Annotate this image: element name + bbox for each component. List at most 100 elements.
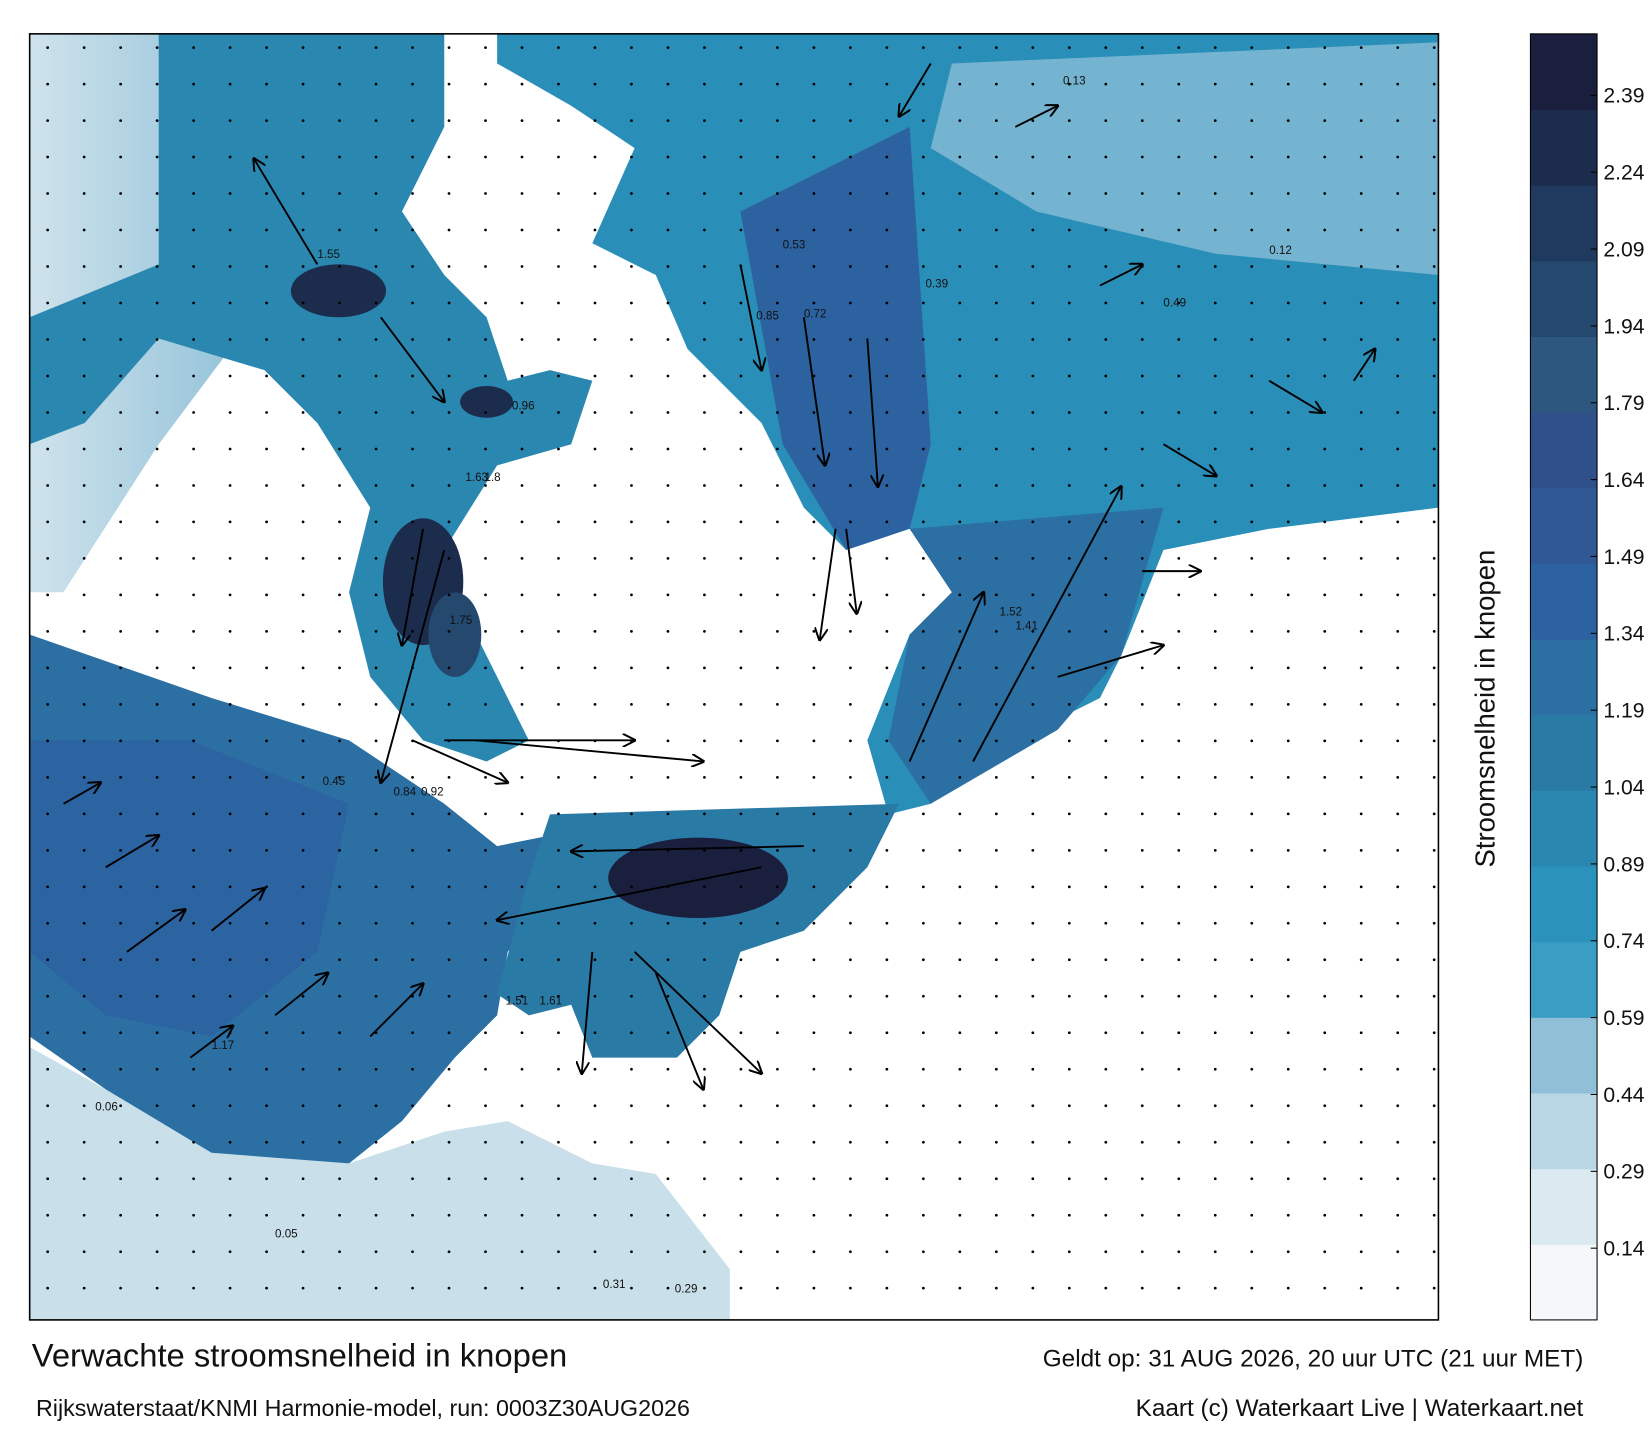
- grid-dot: [1067, 374, 1071, 378]
- grid-dot: [776, 775, 779, 779]
- grid-dot: [958, 812, 962, 816]
- grid-dot: [921, 921, 925, 925]
- grid-dot: [666, 119, 670, 122]
- grid-dot: [994, 1213, 998, 1217]
- grid-dot: [374, 630, 378, 633]
- grid-dot: [666, 1140, 670, 1144]
- colorbar-tick-label: 0.89: [1603, 853, 1644, 876]
- grid-dot: [1286, 119, 1290, 122]
- grid-dot: [1140, 1177, 1144, 1181]
- grid-dot: [1104, 1213, 1108, 1217]
- grid-dot: [630, 557, 633, 560]
- grid-dot: [812, 593, 816, 597]
- grid-dot: [82, 666, 86, 670]
- grid-dot: [1396, 630, 1400, 633]
- grid-dot: [958, 338, 962, 341]
- arrow: [254, 159, 319, 265]
- grid-dot: [1359, 775, 1363, 779]
- grid-dot: [557, 557, 560, 560]
- grid-dot: [1250, 1286, 1254, 1290]
- grid-dot: [1067, 958, 1071, 962]
- grid-dot: [411, 301, 414, 305]
- grid-dot: [338, 1250, 341, 1254]
- grid-dot: [1286, 447, 1290, 451]
- grid-dot: [1432, 484, 1436, 487]
- grid-dot: [82, 1104, 86, 1108]
- grid-dot: [994, 520, 998, 524]
- grid-dot: [484, 338, 487, 341]
- grid-dot: [630, 228, 633, 232]
- grid-dot: [1432, 1177, 1436, 1181]
- grid-dot: [484, 703, 487, 706]
- grid-dot: [484, 557, 487, 560]
- grid-dot: [776, 1031, 779, 1035]
- grid-dot: [1250, 1213, 1254, 1217]
- grid-dot: [593, 630, 597, 633]
- grid-dot: [1359, 666, 1363, 670]
- grid-dot: [1286, 484, 1290, 487]
- grid-dot: [265, 557, 268, 560]
- grid-dot: [484, 1177, 487, 1181]
- grid-dot: [82, 703, 86, 706]
- grid-dot: [666, 812, 670, 816]
- grid-dot: [301, 265, 305, 268]
- grid-dot: [192, 265, 195, 268]
- grid-dot: [1067, 557, 1071, 560]
- grid-dot: [1140, 447, 1144, 451]
- grid-dot: [192, 958, 195, 962]
- grid-dot: [1177, 338, 1181, 341]
- grid-dot: [921, 994, 925, 998]
- grid-dot: [1286, 885, 1290, 889]
- grid-dot: [1250, 958, 1254, 962]
- grid-dot: [1177, 1250, 1181, 1254]
- grid-dot: [812, 958, 816, 962]
- grid-dot: [228, 301, 232, 305]
- grid-dot: [1396, 1031, 1400, 1035]
- grid-dot: [849, 958, 852, 962]
- grid-dot: [593, 1286, 597, 1290]
- grid-dot: [1250, 119, 1254, 122]
- grid-dot: [630, 666, 633, 670]
- grid-dot: [265, 82, 268, 86]
- grid-dot: [484, 1104, 487, 1108]
- grid-dot: [338, 411, 341, 414]
- grid-dot: [1067, 411, 1071, 414]
- grid-dot: [484, 1213, 487, 1217]
- arrow: [739, 264, 761, 370]
- grid-dot: [1104, 958, 1108, 962]
- grid-dot: [776, 739, 779, 743]
- grid-dot: [374, 484, 378, 487]
- grid-dot: [1323, 885, 1327, 889]
- grid-dot: [1031, 703, 1035, 706]
- grid-dot: [994, 775, 998, 779]
- speed-label: 1.63: [465, 471, 488, 484]
- grid-dot: [411, 557, 414, 560]
- grid-dot: [593, 46, 597, 49]
- grid-dot: [265, 994, 268, 998]
- speed-label: 1.8: [484, 471, 500, 484]
- grid-dot: [520, 192, 524, 195]
- grid-dot: [1213, 593, 1217, 597]
- grid-dot: [921, 739, 925, 743]
- grid-dot: [812, 192, 816, 195]
- grid-dot: [192, 46, 195, 49]
- grid-dot: [265, 1104, 268, 1108]
- grid-dot: [703, 775, 706, 779]
- grid-dot: [1359, 703, 1363, 706]
- colorbar-band: [1530, 639, 1598, 716]
- grid-dot: [1177, 374, 1181, 378]
- grid-dot: [666, 1213, 670, 1217]
- grid-dot: [1432, 994, 1436, 998]
- grid-dot: [958, 1250, 962, 1254]
- grid-dot: [155, 848, 159, 852]
- grid-dot: [994, 557, 998, 560]
- grid-dot: [119, 848, 122, 852]
- grid-dot: [484, 192, 487, 195]
- grid-dot: [374, 265, 378, 268]
- grid-dot: [119, 1250, 122, 1254]
- grid-dot: [338, 885, 341, 889]
- grid-dot: [338, 119, 341, 122]
- grid-dot: [630, 885, 633, 889]
- grid-dot: [1031, 666, 1035, 670]
- grid-dot: [1432, 1140, 1436, 1144]
